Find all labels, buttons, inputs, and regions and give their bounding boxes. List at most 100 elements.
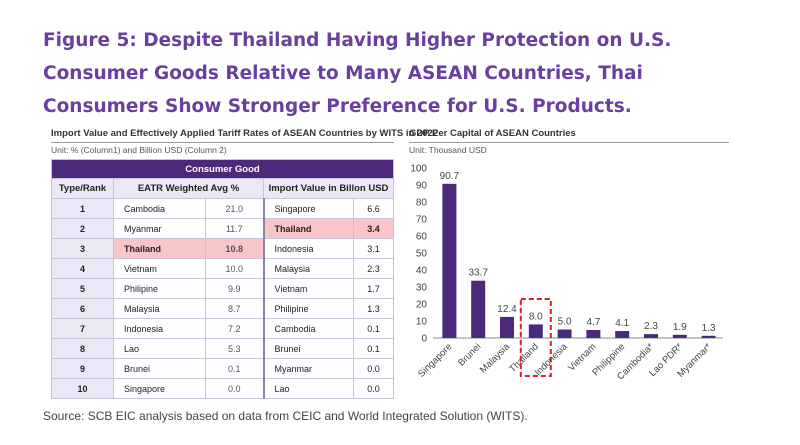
- col-header-eatr: EATR Weighted Avg %: [113, 178, 264, 199]
- y-tick-label: 0: [421, 334, 427, 345]
- import-country-cell: Philipine: [263, 298, 354, 319]
- eatr-country-cell: Indonesia: [113, 318, 206, 339]
- import-value-cell: 0.1: [353, 318, 394, 339]
- bar: [471, 280, 486, 338]
- y-tick-label: 100: [410, 164, 427, 175]
- eatr-country-cell: Brunei: [113, 358, 206, 379]
- data-label: 12.4: [497, 304, 517, 315]
- import-country-cell: Brunei: [263, 338, 354, 359]
- import-country-cell: Vietnam: [263, 278, 354, 299]
- bar: [644, 334, 658, 338]
- table-group-header: Consumer Good: [51, 159, 394, 179]
- chart-title: GDP Per Capital of ASEAN Countries: [409, 128, 576, 139]
- rank-cell: 5: [51, 278, 114, 299]
- eatr-country-cell: Malaysia: [113, 298, 206, 319]
- eatr-value-cell: 8.7: [205, 298, 265, 319]
- y-tick-label: 20: [416, 300, 428, 311]
- import-value-cell: 2.3: [353, 258, 394, 279]
- y-tick-label: 80: [416, 198, 428, 209]
- import-country-cell: Thailand: [263, 218, 354, 239]
- import-country-cell: Indonesia: [263, 238, 354, 259]
- eatr-country-cell: Myanmar: [113, 218, 206, 239]
- table-body: 1 Cambodia 21.0 Singapore 6.6 2 Myanmar 11.7 Tha…: [51, 198, 394, 399]
- data-label: 4.1: [615, 318, 629, 329]
- bar: [442, 183, 457, 338]
- y-tick-label: 50: [416, 249, 428, 260]
- eatr-value-cell: 0.0: [205, 378, 265, 399]
- x-tick-label: Brunei: [456, 341, 483, 368]
- data-label: 33.7: [468, 268, 488, 279]
- data-label: 2.3: [644, 321, 658, 332]
- table-row: 2 Myanmar 11.7 Thailand 3.4: [51, 218, 394, 239]
- bar: [701, 335, 716, 338]
- table-title-rule: [51, 142, 394, 143]
- import-value-cell: 6.6: [353, 198, 394, 219]
- eatr-country-cell: Philipine: [113, 278, 206, 299]
- bar: [528, 324, 543, 338]
- figure-title: Figure 5: Despite Thailand Having Higher…: [43, 30, 672, 117]
- thailand-highlight-box: [519, 298, 552, 377]
- data-label: 90.7: [440, 171, 460, 182]
- table-row: 7 Indonesia 7.2 Cambodia 0.1: [51, 318, 394, 339]
- table-row: 5 Philipine 9.9 Vietnam 1.7: [51, 278, 394, 299]
- eatr-country-cell: Thailand: [113, 238, 206, 259]
- rank-cell: 9: [51, 358, 114, 379]
- col-header-rank: Type/Rank: [51, 178, 114, 199]
- bar: [672, 334, 687, 338]
- bar: [557, 329, 572, 338]
- import-value-cell: 0.0: [353, 358, 394, 379]
- eatr-country-cell: Vietnam: [113, 258, 206, 279]
- rank-cell: 3: [51, 238, 114, 259]
- import-country-cell: Cambodia: [263, 318, 354, 339]
- table-row: 4 Vietnam 10.0 Malaysia 2.3: [51, 258, 394, 279]
- table-row: 6 Malaysia 8.7 Philipine 1.3: [51, 298, 394, 319]
- eatr-value-cell: 11.7: [205, 218, 265, 239]
- rank-cell: 7: [51, 318, 114, 339]
- x-tick-label: Indonesia: [533, 341, 570, 378]
- bar: [586, 330, 601, 338]
- eatr-country-cell: Singapore: [113, 378, 206, 399]
- y-tick-label: 40: [416, 266, 428, 277]
- rank-cell: 8: [51, 338, 114, 359]
- gdp-bar-chart: 0 10 20 30 40 50 60 70 80 90 100 90.7 Singapore 33.7 B…: [405, 155, 735, 410]
- eatr-value-cell: 21.0: [205, 198, 265, 219]
- rank-cell: 2: [51, 218, 114, 239]
- y-tick-label: 10: [416, 317, 428, 328]
- eatr-country-cell: Cambodia: [113, 198, 206, 219]
- chart-unit: Unit: Thousand USD: [409, 145, 487, 155]
- data-label: 8.0: [529, 311, 543, 322]
- import-value-cell: 1.3: [353, 298, 394, 319]
- table-row: 1 Cambodia 21.0 Singapore 6.6: [51, 198, 394, 219]
- import-country-cell: Lao: [263, 378, 354, 399]
- eatr-value-cell: 10.0: [205, 258, 265, 279]
- source-note: Source: SCB EIC analysis based on data f…: [43, 409, 528, 423]
- table-row: 9 Brunei 0.1 Myanmar 0.0: [51, 358, 394, 379]
- import-value-cell: 1.7: [353, 278, 394, 299]
- y-tick-label: 90: [416, 181, 428, 192]
- eatr-value-cell: 9.9: [205, 278, 265, 299]
- data-label: 4.7: [586, 317, 600, 328]
- data-label: 1.9: [673, 322, 687, 333]
- rank-cell: 4: [51, 258, 114, 279]
- data-label: 5.0: [558, 317, 572, 328]
- col-header-import: Import Value in Billon USD: [263, 178, 394, 199]
- eatr-country-cell: Lao: [113, 338, 206, 359]
- y-tick-label: 30: [416, 283, 428, 294]
- y-tick-label: 60: [416, 232, 428, 243]
- eatr-value-cell: 10.8: [205, 238, 265, 259]
- x-tick-label: Singapore: [416, 341, 454, 379]
- table-row: 10 Singapore 0.0 Lao 0.0: [51, 378, 394, 399]
- gdp-bar-chart-svg: 0 10 20 30 40 50 60 70 80 90 100 90.7 Singapore 33.7 B…: [410, 164, 723, 382]
- table-row: 8 Lao 5.3 Brunei 0.1: [51, 338, 394, 359]
- import-value-cell: 0.0: [353, 378, 394, 399]
- import-value-cell: 3.1: [353, 238, 394, 259]
- rank-cell: 6: [51, 298, 114, 319]
- eatr-value-cell: 0.1: [205, 358, 265, 379]
- tariff-import-table: Consumer Good Type/Rank EATR Weighted Av…: [51, 159, 394, 399]
- bar: [500, 316, 514, 338]
- rank-cell: 10: [51, 378, 114, 399]
- x-tick-label: Malaysia: [478, 341, 513, 376]
- eatr-value-cell: 7.2: [205, 318, 265, 339]
- y-tick-label: 70: [416, 215, 428, 226]
- chart-title-rule: [409, 142, 729, 143]
